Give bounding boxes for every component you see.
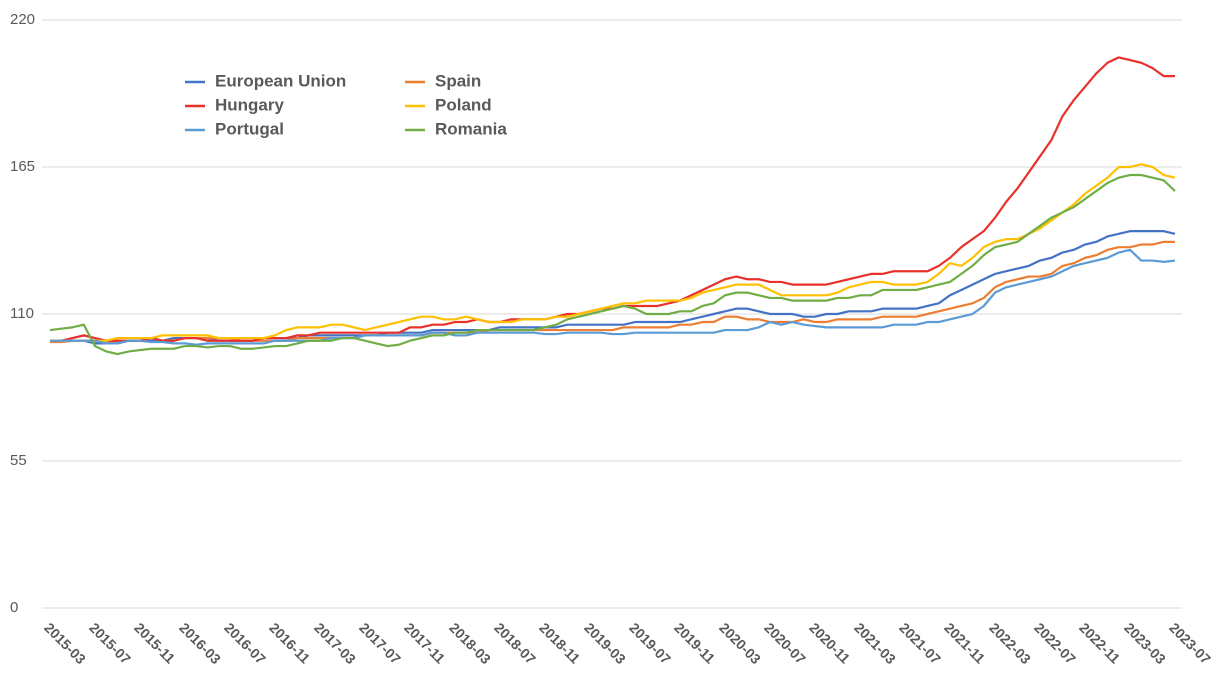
y-tick-label: 165 — [10, 158, 35, 175]
y-tick-label: 55 — [10, 452, 27, 469]
legend-label: Portugal — [215, 119, 284, 138]
y-tick-label: 110 — [10, 305, 34, 322]
x-tick-label: 2016-03 — [176, 619, 224, 667]
x-tick-label: 2022-03 — [986, 619, 1034, 667]
series-line — [50, 248, 1176, 346]
x-tick-label: 2016-07 — [221, 619, 269, 667]
legend-label: Poland — [435, 95, 492, 114]
x-tick-label: 2019-07 — [626, 619, 674, 667]
x-tick-label: 2016-11 — [266, 619, 313, 666]
legend-label: European Union — [215, 71, 346, 90]
x-tick-label: 2021-11 — [941, 619, 988, 666]
x-tick-label: 2018-11 — [536, 619, 583, 666]
x-tick-label: 2022-07 — [1031, 619, 1079, 667]
x-tick-label: 2017-03 — [311, 619, 359, 667]
x-tick-label: 2015-11 — [131, 619, 178, 666]
x-tick-label: 2018-07 — [491, 619, 539, 667]
x-tick-label: 2017-07 — [356, 619, 404, 667]
x-tick-label: 2023-07 — [1166, 619, 1214, 667]
x-tick-label: 2019-03 — [581, 619, 629, 667]
x-tick-label: 2017-11 — [401, 619, 448, 666]
x-tick-label: 2022-11 — [1076, 619, 1123, 666]
x-tick-label: 2015-03 — [41, 619, 89, 667]
y-tick-label: 0 — [10, 599, 18, 616]
x-tick-label: 2020-11 — [806, 619, 853, 666]
legend-label: Romania — [435, 119, 507, 138]
x-tick-label: 2020-07 — [761, 619, 809, 667]
legend-label: Hungary — [215, 95, 285, 114]
series-line — [49, 173, 1176, 356]
x-tick-label: 2021-07 — [896, 619, 944, 667]
legend-label: Spain — [435, 71, 481, 90]
x-tick-label: 2020-03 — [716, 619, 764, 667]
series-line — [50, 240, 1175, 345]
x-tick-label: 2015-07 — [86, 619, 134, 667]
series-line — [50, 163, 1176, 342]
x-tick-label: 2018-03 — [446, 619, 494, 667]
x-tick-label: 2021-03 — [851, 619, 899, 667]
y-tick-label: 220 — [10, 11, 35, 28]
x-tick-label: 2023-03 — [1121, 619, 1169, 667]
x-tick-label: 2019-11 — [671, 619, 718, 666]
